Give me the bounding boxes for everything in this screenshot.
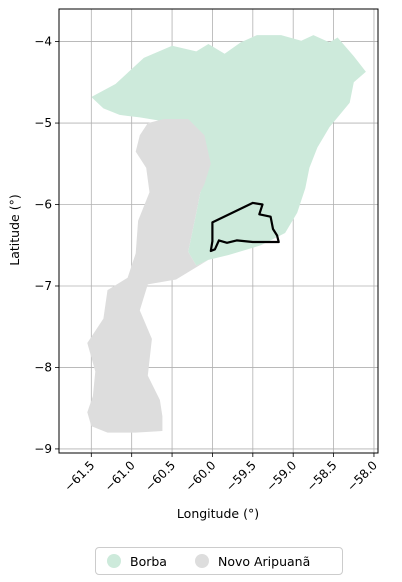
legend-item-borba: Borba (107, 554, 167, 569)
x-tick-label: −61.0 (102, 458, 138, 494)
map-regions (87, 35, 366, 433)
y-tick-label: −4 (34, 35, 52, 49)
x-tick-label: −59.5 (223, 458, 259, 494)
y-tick-label: −6 (34, 198, 52, 212)
x-tick-label: −61.5 (62, 458, 98, 494)
highlight-outline (209, 201, 280, 253)
x-axis-label: Longitude (°) (177, 506, 259, 521)
legend-item-novo-aripuana: Novo Aripuanã (194, 553, 311, 569)
y-axis-label: Latitude (°) (7, 194, 22, 265)
legend: Borba Novo Aripuanã (95, 547, 343, 575)
x-ticks: −61.5 −61.0 −60.5 −60.0 −59.5 −59.0 −58.5 −58.0 (62, 453, 380, 494)
x-tick-label: −58.5 (304, 458, 340, 494)
y-tick-label: −7 (34, 279, 52, 293)
legend-label-borba: Borba (130, 553, 167, 569)
x-tick-label: −60.0 (183, 458, 219, 494)
x-tick-label: −58.0 (344, 458, 380, 494)
x-tick-label: −60.5 (142, 458, 178, 494)
region-novo-aripuana (87, 119, 211, 433)
legend-swatch-novo-aripuana (194, 554, 209, 568)
x-tick-label: −59.0 (263, 458, 299, 494)
highlight-polygon (209, 201, 280, 253)
y-tick-label: −5 (34, 116, 52, 130)
y-tick-label: −9 (34, 442, 52, 456)
legend-swatch-borba (107, 554, 121, 568)
legend-label-novo-aripuana: Novo Aripuanã (217, 553, 311, 569)
plot-frame (58, 8, 379, 454)
y-tick-label: −8 (34, 360, 52, 374)
y-ticks: −4 −5 −6 −7 −8 −9 (34, 35, 59, 456)
region-borba (91, 35, 366, 266)
